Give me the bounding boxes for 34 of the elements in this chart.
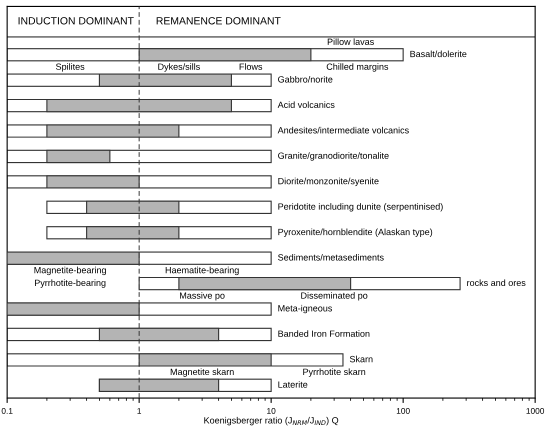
y-tick-label: Basalt/dolerite — [410, 50, 466, 58]
annotation: Massive po — [180, 292, 225, 301]
y-tick-label: Granite/granodiorite/tonalite — [278, 152, 389, 161]
annotation: Magnetite-bearing — [34, 266, 106, 276]
annotation: Flows — [240, 63, 262, 70]
annotation: Dykes/sills — [158, 63, 200, 72]
text: INDUCTION DOMINANT — [18, 17, 134, 24]
y-tick-label: Laterite — [278, 381, 308, 388]
annotation: Disseminated po — [301, 292, 368, 301]
y-tick-label: Meta-igneous — [278, 304, 332, 314]
x-tick-label: 100 — [396, 408, 410, 414]
y-tick-label: Diorite/monzonite/syenite — [278, 178, 379, 186]
annotation: Pyrrhotite skarn — [303, 368, 366, 377]
x-tick-label: 1000 — [526, 408, 544, 414]
y-tick-label: Gabbro/norite — [278, 76, 332, 83]
annotation: Pyrrhotite-bearing — [34, 279, 106, 288]
x-tick-label: 1 — [137, 408, 142, 414]
y-tick-label: Banded Iron Formation — [278, 330, 370, 337]
y-tick-label: Sediments/metasediments — [278, 254, 384, 261]
y-tick-label: rocks and ores — [467, 279, 526, 286]
y-tick-label: Skarn — [350, 356, 372, 362]
annotation: Magnetite skarn — [170, 368, 234, 377]
y-tick-label: Pyroxenite/hornblendite (Alaskan type) — [278, 228, 432, 237]
y-tick-label: Andesites/intermediate volcanics — [278, 126, 409, 134]
x-axis-title: Koenigsberger ratio (J$_{NRM}$/J$_{IND}$) Q — [204, 416, 338, 426]
annotation: Pillow lavas — [328, 38, 374, 45]
y-tick-label: Acid volcanics — [278, 101, 335, 108]
y-tick-label: Peridotite including dunite (serpentinised) — [278, 203, 443, 212]
annotation: Spilites — [56, 63, 84, 72]
annotation: Haematite-bearing — [166, 266, 239, 276]
x-tick-label: 0.1 — [2, 408, 13, 414]
x-tick-label: 10 — [267, 408, 276, 414]
annotation: Chilled margins — [326, 63, 388, 72]
text: REMANENCE DOMINANT — [156, 17, 281, 24]
